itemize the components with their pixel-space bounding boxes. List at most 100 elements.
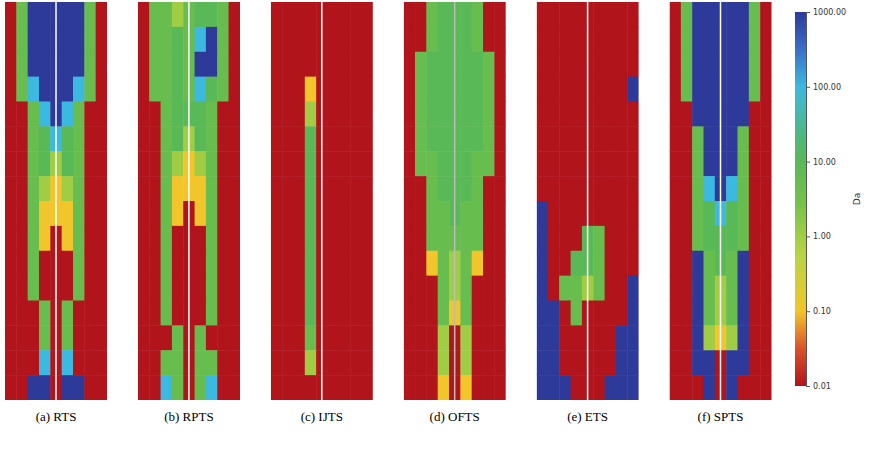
field-cell	[293, 375, 305, 400]
field-cell	[282, 301, 294, 326]
colorbar-title: Da	[852, 193, 862, 205]
field-cell	[73, 375, 85, 400]
field-cell	[681, 201, 693, 226]
field-cell	[16, 226, 28, 251]
field-cell	[616, 52, 628, 77]
field-cell	[559, 201, 571, 226]
field-cell	[760, 151, 771, 176]
field-cell	[172, 226, 184, 251]
field-cell	[28, 301, 40, 326]
field-cell	[5, 27, 17, 52]
field-cell	[28, 27, 40, 52]
field-cell	[84, 102, 96, 127]
field-cell	[426, 276, 438, 301]
field-cell	[605, 77, 617, 102]
field-cell	[138, 126, 150, 151]
tick-label: 0.01	[813, 382, 831, 391]
field-cell	[138, 77, 150, 102]
field-cell	[426, 325, 438, 350]
field-cell	[616, 301, 628, 326]
field-cell	[571, 301, 583, 326]
field-cell	[16, 375, 28, 400]
field-cell	[350, 375, 362, 400]
field-cell	[138, 2, 150, 27]
field-cell	[350, 251, 362, 276]
field-cell	[282, 27, 294, 52]
field-cell	[749, 176, 761, 201]
field-cell	[62, 301, 74, 326]
field-cell	[726, 102, 738, 127]
field-cell	[681, 226, 693, 251]
field-cell	[271, 27, 283, 52]
field-cell	[5, 251, 17, 276]
tick-mark	[806, 162, 810, 163]
field-cell	[627, 226, 638, 251]
field-cell	[5, 176, 17, 201]
panel-caption: (d) OFTS	[430, 409, 480, 424]
field-cell	[593, 325, 605, 350]
field-cell	[726, 176, 738, 201]
field-cell	[681, 77, 693, 102]
tick-label: 10.00	[813, 158, 836, 167]
field-cell	[494, 301, 505, 326]
field-cell	[149, 226, 161, 251]
field-cell	[548, 176, 560, 201]
field-cell	[73, 301, 85, 326]
field-cell	[494, 176, 505, 201]
field-cell	[692, 102, 704, 127]
field-cell	[494, 251, 505, 276]
field-cell	[460, 375, 472, 400]
field-cell	[483, 102, 495, 127]
field-cell	[438, 350, 450, 375]
field-cell	[282, 375, 294, 400]
field-cell	[195, 77, 207, 102]
field-cell	[738, 375, 750, 400]
field-cell	[415, 325, 427, 350]
field-cell	[96, 325, 107, 350]
field-cell	[84, 176, 96, 201]
field-cell	[593, 350, 605, 375]
field-cell	[5, 102, 17, 127]
field-cell	[593, 52, 605, 77]
field-cell	[760, 276, 771, 301]
field-cell	[271, 375, 283, 400]
field-cell	[726, 276, 738, 301]
field-cell	[472, 201, 484, 226]
field-cell	[605, 350, 617, 375]
field-cell	[350, 52, 362, 77]
field-cell	[229, 52, 240, 77]
field-cell	[39, 201, 51, 226]
field-cell	[62, 251, 74, 276]
field-cell	[73, 176, 85, 201]
field-cell	[84, 375, 96, 400]
field-cell	[616, 2, 628, 27]
field-cell	[96, 251, 107, 276]
field-cell	[627, 77, 638, 102]
field-cell	[559, 226, 571, 251]
field-cell	[472, 325, 484, 350]
field-cell	[138, 350, 150, 375]
field-cell	[217, 151, 229, 176]
field-cell	[361, 176, 372, 201]
field-cell	[760, 52, 771, 77]
field-cell	[16, 325, 28, 350]
field-cell	[172, 301, 184, 326]
field-cell	[692, 176, 704, 201]
field-cell	[327, 276, 339, 301]
field-cell	[339, 126, 351, 151]
field-cell	[616, 126, 628, 151]
field-cell	[28, 251, 40, 276]
panel-field	[404, 2, 506, 400]
field-cell	[39, 226, 51, 251]
field-cell	[559, 151, 571, 176]
panel-field	[138, 2, 240, 400]
field-cell	[28, 276, 40, 301]
field-cell	[16, 126, 28, 151]
field-cell	[305, 350, 317, 375]
field-cell	[271, 102, 283, 127]
field-cell	[704, 77, 716, 102]
field-cell	[460, 276, 472, 301]
field-cell	[39, 102, 51, 127]
field-cell	[537, 251, 549, 276]
field-cell	[5, 52, 17, 77]
